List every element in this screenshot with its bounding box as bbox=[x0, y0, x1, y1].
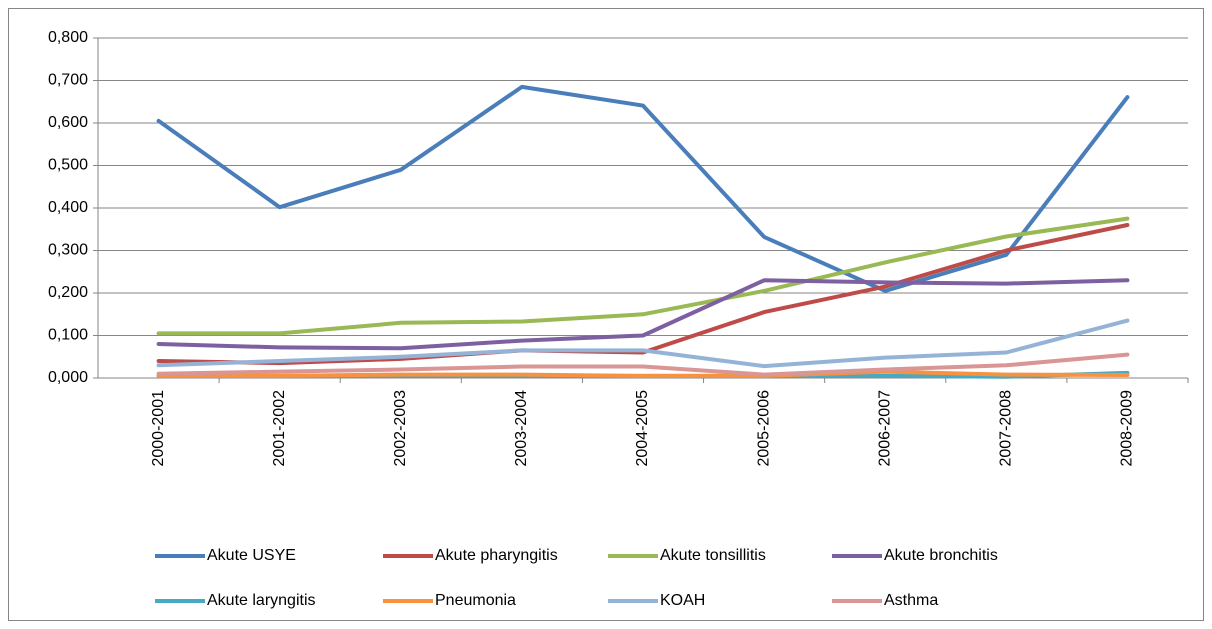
y-tick-label: 0,400 bbox=[48, 199, 88, 216]
legend-label: Akute bronchitis bbox=[884, 547, 998, 564]
series-line bbox=[156, 216, 1130, 336]
y-tick-label: 0,700 bbox=[48, 72, 88, 89]
y-tick-label: 0,500 bbox=[48, 157, 88, 174]
y-tick-label: 0,600 bbox=[48, 114, 88, 131]
legend-label: Asthma bbox=[884, 592, 938, 609]
series-line bbox=[156, 318, 1130, 369]
series-line bbox=[156, 369, 1130, 378]
y-tick-label: 0,200 bbox=[48, 284, 88, 301]
x-tick-label: 2003-2004 bbox=[513, 390, 530, 467]
y-tick-label: 0,300 bbox=[48, 242, 88, 259]
legend-label: Akute pharyngitis bbox=[435, 547, 558, 564]
series-line bbox=[156, 278, 1130, 351]
y-tick-label: 0,800 bbox=[48, 29, 88, 46]
x-tick-label: 2001-2002 bbox=[271, 390, 288, 467]
legend-label: Pneumonia bbox=[435, 592, 516, 609]
x-tick-label: 2004-2005 bbox=[634, 390, 651, 467]
series-line bbox=[156, 223, 1130, 366]
series-line bbox=[156, 352, 1130, 377]
legend-label: Akute USYE bbox=[207, 547, 296, 564]
x-tick-label: 2006-2007 bbox=[876, 390, 893, 467]
y-tick-label: 0,100 bbox=[48, 327, 88, 344]
x-tick-label: 2002-2003 bbox=[392, 390, 409, 467]
x-tick-label: 2000-2001 bbox=[150, 390, 167, 467]
legend-label: Akute tonsillitis bbox=[660, 547, 766, 564]
x-tick-label: 2007-2008 bbox=[998, 390, 1015, 467]
x-tick-label: 2005-2006 bbox=[755, 390, 772, 467]
legend-label: KOAH bbox=[660, 592, 705, 609]
y-tick-label: 0,000 bbox=[48, 369, 88, 386]
x-tick-label: 2008-2009 bbox=[1119, 390, 1136, 467]
series-line bbox=[156, 84, 1130, 293]
legend-label: Akute laryngitis bbox=[207, 592, 316, 609]
